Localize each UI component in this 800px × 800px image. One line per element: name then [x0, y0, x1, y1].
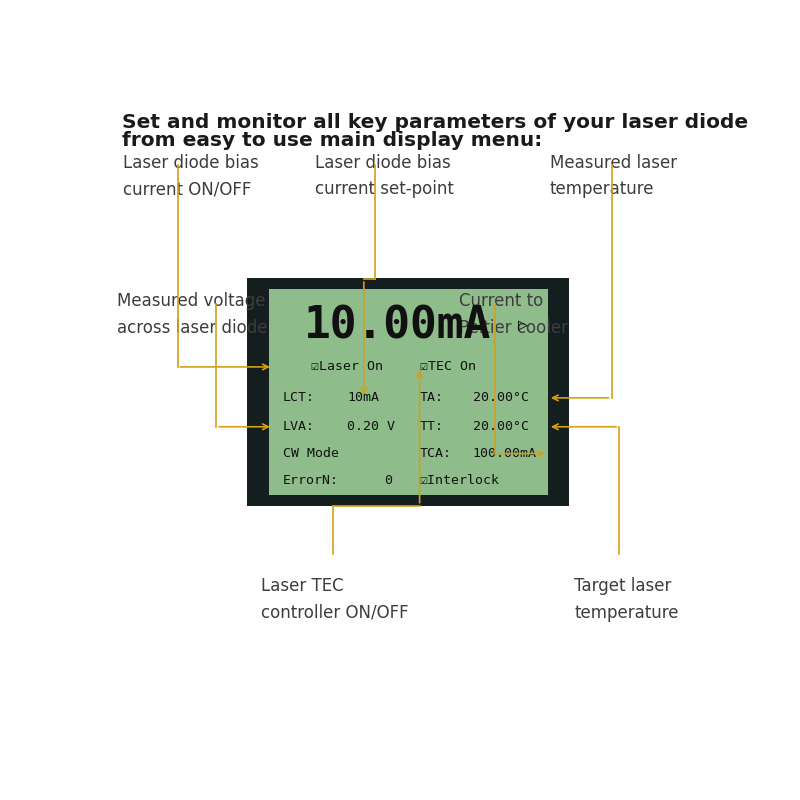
Text: Set and monitor all key parameters of your laser diode: Set and monitor all key parameters of yo… — [122, 113, 748, 132]
Text: 10.00mA: 10.00mA — [304, 304, 491, 347]
Bar — [269, 289, 548, 495]
Text: from easy to use main display menu:: from easy to use main display menu: — [122, 131, 542, 150]
Text: 20.00°C: 20.00°C — [473, 391, 529, 404]
Text: LCT:: LCT: — [283, 391, 315, 404]
Text: 20.00°C: 20.00°C — [473, 420, 529, 434]
Text: Measured laser
temperature: Measured laser temperature — [550, 154, 677, 198]
Text: 10mA: 10mA — [347, 391, 379, 404]
Text: ☑Laser On: ☑Laser On — [310, 361, 383, 374]
Text: TT:: TT: — [420, 420, 444, 434]
Text: 0.20 V: 0.20 V — [347, 420, 395, 434]
Text: Laser TEC
controller ON/OFF: Laser TEC controller ON/OFF — [262, 578, 409, 622]
Text: Laser diode bias
current set-point: Laser diode bias current set-point — [315, 154, 454, 198]
Text: TCA:: TCA: — [420, 447, 452, 460]
Text: LVA:: LVA: — [283, 420, 315, 434]
Text: ☑Interlock: ☑Interlock — [420, 474, 500, 487]
Text: TA:: TA: — [420, 391, 444, 404]
Text: ☑TEC On: ☑TEC On — [420, 361, 476, 374]
Text: Current to
Peltier cooler: Current to Peltier cooler — [459, 292, 568, 337]
Text: ErrorN:: ErrorN: — [283, 474, 339, 487]
Bar — [247, 278, 569, 506]
Text: Laser diode bias
current ON/OFF: Laser diode bias current ON/OFF — [123, 154, 259, 198]
Text: 100.00mA: 100.00mA — [473, 447, 537, 460]
Text: Target laser
temperature: Target laser temperature — [574, 578, 678, 622]
Text: CW Mode: CW Mode — [283, 447, 339, 460]
Text: ▷: ▷ — [518, 317, 528, 334]
Text: 0: 0 — [384, 474, 392, 487]
Text: Measured voltage
across laser diode: Measured voltage across laser diode — [117, 292, 267, 337]
